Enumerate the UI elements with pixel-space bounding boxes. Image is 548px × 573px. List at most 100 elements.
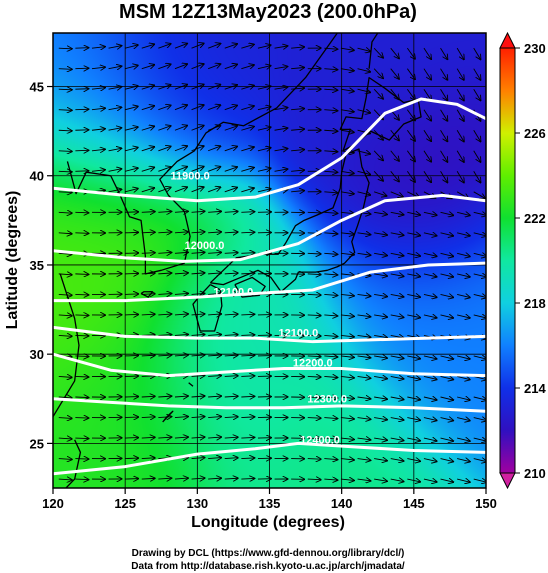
wind-arrow bbox=[241, 458, 254, 459]
wind-arrow bbox=[208, 478, 221, 479]
wind-arrow bbox=[191, 273, 205, 274]
wind-arrow bbox=[158, 314, 171, 315]
wind-arrow bbox=[224, 376, 238, 377]
wind-arrow bbox=[407, 274, 420, 277]
wind-arrow bbox=[191, 375, 205, 376]
wind-arrow bbox=[307, 438, 321, 439]
wind-arrow bbox=[340, 274, 354, 275]
wind-arrow bbox=[324, 151, 337, 152]
wind-arrow bbox=[357, 253, 371, 255]
y-axis-label: Latitude (degrees) bbox=[4, 191, 21, 330]
wind-arrow bbox=[440, 459, 454, 462]
wind-arrow bbox=[440, 418, 454, 421]
y-tick-label: 40 bbox=[30, 169, 44, 184]
wind-arrow bbox=[208, 293, 221, 294]
wind-arrow bbox=[174, 146, 187, 152]
wind-arrow bbox=[473, 418, 486, 421]
wind-arrow bbox=[324, 110, 337, 111]
wind-arrow bbox=[208, 64, 220, 70]
wind-arrow bbox=[241, 212, 254, 213]
wind-arrow bbox=[457, 418, 470, 421]
wind-arrow bbox=[457, 459, 470, 462]
wind-arrow bbox=[406, 150, 415, 162]
wind-arrow bbox=[141, 232, 155, 233]
contour-line bbox=[53, 97, 486, 203]
wind-arrow bbox=[108, 169, 122, 171]
wind-arrow bbox=[473, 294, 486, 297]
wind-arrow bbox=[291, 47, 304, 48]
wind-arrow bbox=[208, 126, 220, 131]
wind-arrow bbox=[374, 479, 387, 481]
wind-arrow bbox=[324, 233, 337, 234]
wind-arrow bbox=[158, 232, 171, 233]
contour-line bbox=[53, 193, 486, 263]
wind-arrow bbox=[374, 274, 387, 276]
wind-arrow bbox=[224, 314, 238, 315]
wind-arrow bbox=[91, 88, 105, 90]
wind-arrow bbox=[241, 335, 254, 336]
wind-arrow bbox=[423, 47, 431, 59]
colorbar-tick-label: 230 bbox=[524, 41, 546, 56]
wind-arrow bbox=[141, 437, 155, 438]
wind-arrow bbox=[456, 88, 464, 100]
wind-arrow bbox=[58, 376, 72, 377]
wind-arrow bbox=[58, 233, 72, 234]
wind-arrow bbox=[374, 253, 387, 255]
wind-arrow bbox=[473, 274, 486, 277]
wind-arrow bbox=[274, 67, 288, 69]
wind-arrow bbox=[457, 315, 470, 318]
wind-arrow bbox=[191, 64, 204, 70]
wind-arrow bbox=[58, 459, 72, 460]
wind-arrow bbox=[390, 294, 404, 296]
wind-arrow bbox=[473, 212, 486, 215]
wind-arrow bbox=[241, 44, 253, 48]
wind-arrow bbox=[324, 48, 337, 49]
wind-arrow bbox=[456, 68, 464, 80]
wind-arrow bbox=[174, 314, 188, 315]
wind-arrow bbox=[390, 47, 399, 58]
wind-arrow bbox=[324, 294, 337, 295]
wind-arrow bbox=[91, 129, 105, 131]
wind-arrow bbox=[174, 232, 188, 233]
wind-arrow bbox=[208, 105, 220, 111]
x-tick-label: 140 bbox=[331, 496, 353, 511]
wind-arrow bbox=[291, 88, 304, 89]
wind-arrow bbox=[440, 356, 454, 359]
wind-arrow bbox=[241, 437, 254, 438]
wind-arrow bbox=[407, 356, 420, 359]
wind-arrow bbox=[307, 356, 321, 357]
wind-arrow bbox=[307, 212, 321, 213]
wind-arrow bbox=[241, 65, 253, 69]
wind-arrow bbox=[373, 47, 383, 58]
contour-line bbox=[53, 261, 486, 303]
wind-arrow bbox=[108, 46, 122, 48]
wind-arrow bbox=[58, 48, 72, 49]
wind-arrow bbox=[423, 253, 437, 256]
wind-arrow bbox=[174, 478, 188, 479]
wind-arrow bbox=[423, 171, 431, 182]
wind-arrow bbox=[241, 168, 253, 172]
wind-arrow bbox=[91, 67, 105, 69]
chart-title: MSM 12Z13May2023 (200.0hPa) bbox=[119, 1, 417, 23]
wind-arrow bbox=[357, 171, 371, 174]
wind-arrow bbox=[324, 418, 337, 419]
wind-arrow bbox=[357, 315, 371, 317]
wind-arrow bbox=[423, 88, 431, 100]
wind-arrow bbox=[174, 396, 188, 397]
wind-arrow bbox=[324, 253, 337, 254]
wind-arrow bbox=[406, 68, 415, 80]
wind-arrow bbox=[191, 126, 204, 131]
credit-data: Data from http://database.rish.kyoto-u.a… bbox=[131, 561, 405, 572]
wind-arrow bbox=[75, 212, 88, 213]
wind-arrow bbox=[340, 438, 354, 439]
wind-arrow bbox=[324, 212, 337, 213]
wind-arrow bbox=[390, 315, 404, 317]
wind-arrow bbox=[324, 479, 337, 480]
wind-arrow bbox=[357, 356, 371, 358]
wind-arrow bbox=[407, 479, 420, 482]
wind-arrow bbox=[423, 397, 437, 400]
wind-arrow bbox=[125, 106, 138, 109]
wind-arrow bbox=[390, 274, 404, 276]
wind-arrow bbox=[141, 478, 155, 479]
wind-arrow bbox=[241, 355, 254, 356]
